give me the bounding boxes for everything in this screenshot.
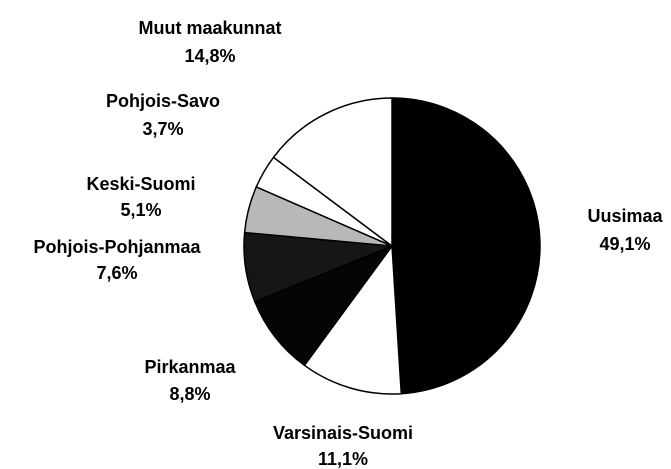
slice-label: Pirkanmaa [144, 357, 236, 377]
slice-label: Muut maakunnat [138, 18, 281, 38]
slice-value-label: 7,6% [96, 263, 137, 283]
slice-label: Pohjois-Savo [106, 91, 220, 111]
slice-label: Pohjois-Pohjanmaa [33, 237, 201, 257]
slice-value-label: 14,8% [184, 46, 235, 66]
pie-slice [303, 243, 403, 395]
pie-slice [272, 97, 393, 248]
slice-value-label: 3,7% [142, 119, 183, 139]
slice-value-label: 11,1% [318, 449, 368, 469]
slice-label: Keski-Suomi [86, 174, 195, 194]
slice-label: Uusimaa [587, 206, 663, 226]
pie-slice [253, 244, 395, 367]
slice-label: Varsinais-Suomi [273, 423, 413, 443]
slice-value-label: 8,8% [169, 384, 210, 404]
slice-value-label: 49,1% [599, 234, 650, 254]
pie-slice [391, 97, 541, 395]
slice-value-label: 5,1% [120, 200, 161, 220]
